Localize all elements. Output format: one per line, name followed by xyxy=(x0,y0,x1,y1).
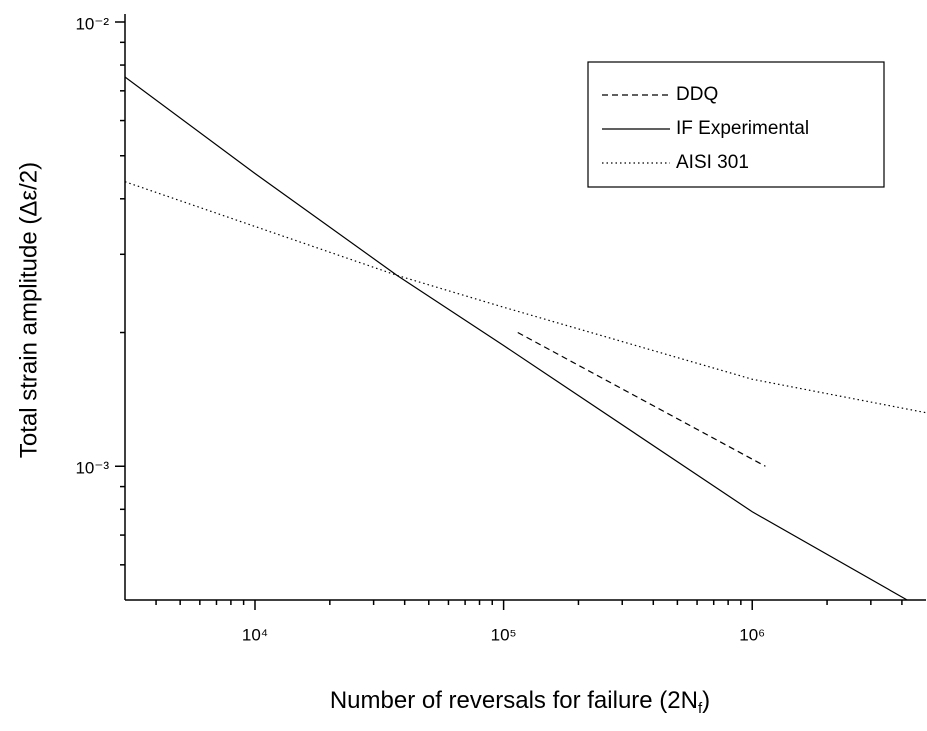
y-tick-label: 10⁻³ xyxy=(75,459,109,478)
legend-label: AISI 301 xyxy=(676,152,749,173)
series-line xyxy=(125,181,927,414)
series-line xyxy=(125,76,908,600)
x-title-end: ) xyxy=(702,687,710,714)
legend-label: DDQ xyxy=(676,84,718,105)
x-tick-label: 10⁵ xyxy=(491,625,517,644)
series-line xyxy=(517,331,766,467)
x-tick-label: 10⁶ xyxy=(739,625,765,644)
y-axis-title: Total strain amplitude (Δε/2) xyxy=(15,162,42,458)
y-tick-label: 10⁻² xyxy=(75,14,109,33)
legend-label: IF Experimental xyxy=(676,118,809,139)
legend-box xyxy=(587,61,885,188)
x-axis-title: Number of reversals for failure (2Nf) xyxy=(330,687,710,717)
x-title-main: Number of reversals for failure (2N xyxy=(330,687,698,714)
x-title-sub: f xyxy=(698,700,703,717)
x-tick-label: 10⁴ xyxy=(242,625,268,644)
